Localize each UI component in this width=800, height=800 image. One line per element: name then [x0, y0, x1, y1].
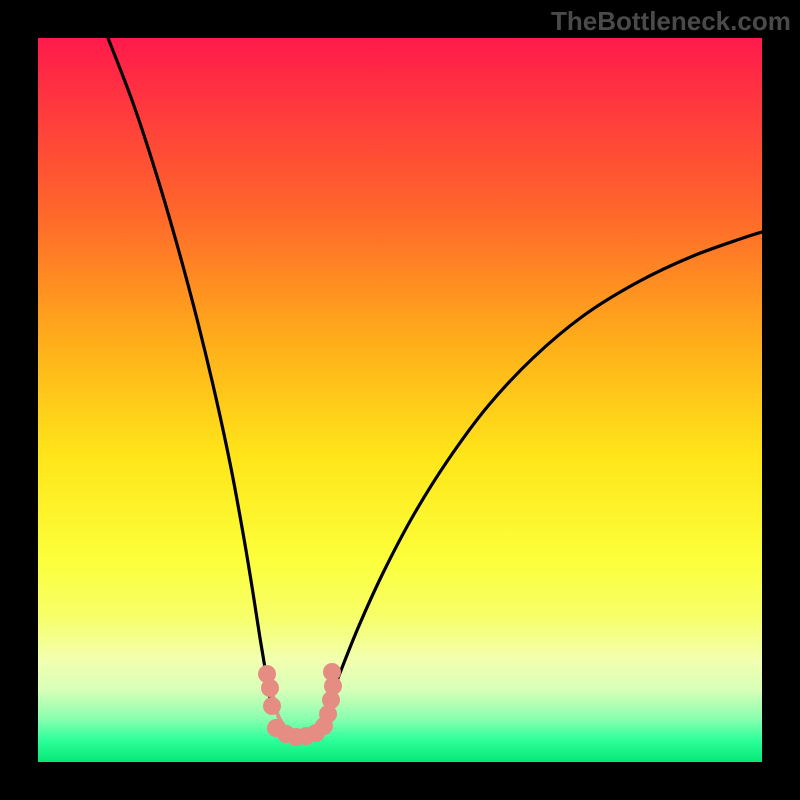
- notch-bead-blob: [267, 668, 335, 741]
- bead-dot: [297, 727, 315, 745]
- bead-dot: [263, 697, 281, 715]
- bead-dot: [258, 665, 276, 683]
- bead-dot: [277, 725, 295, 743]
- plot-area: [38, 38, 762, 762]
- bead-dot: [287, 728, 305, 746]
- gradient-background: [38, 38, 762, 762]
- bead-dot: [307, 724, 325, 742]
- bead-dot: [324, 677, 342, 695]
- bead-dot: [319, 705, 337, 723]
- bead-dot: [322, 691, 340, 709]
- curve-left-arm: [108, 38, 272, 710]
- bead-dot: [315, 717, 333, 735]
- bead-dot: [323, 663, 341, 681]
- notch-bead-dots: [258, 663, 342, 746]
- bead-dot: [261, 679, 279, 697]
- curve-right-arm: [326, 232, 762, 708]
- watermark-text: TheBottleneck.com: [551, 6, 791, 37]
- plot-svg: [38, 38, 762, 762]
- bead-dot: [267, 719, 285, 737]
